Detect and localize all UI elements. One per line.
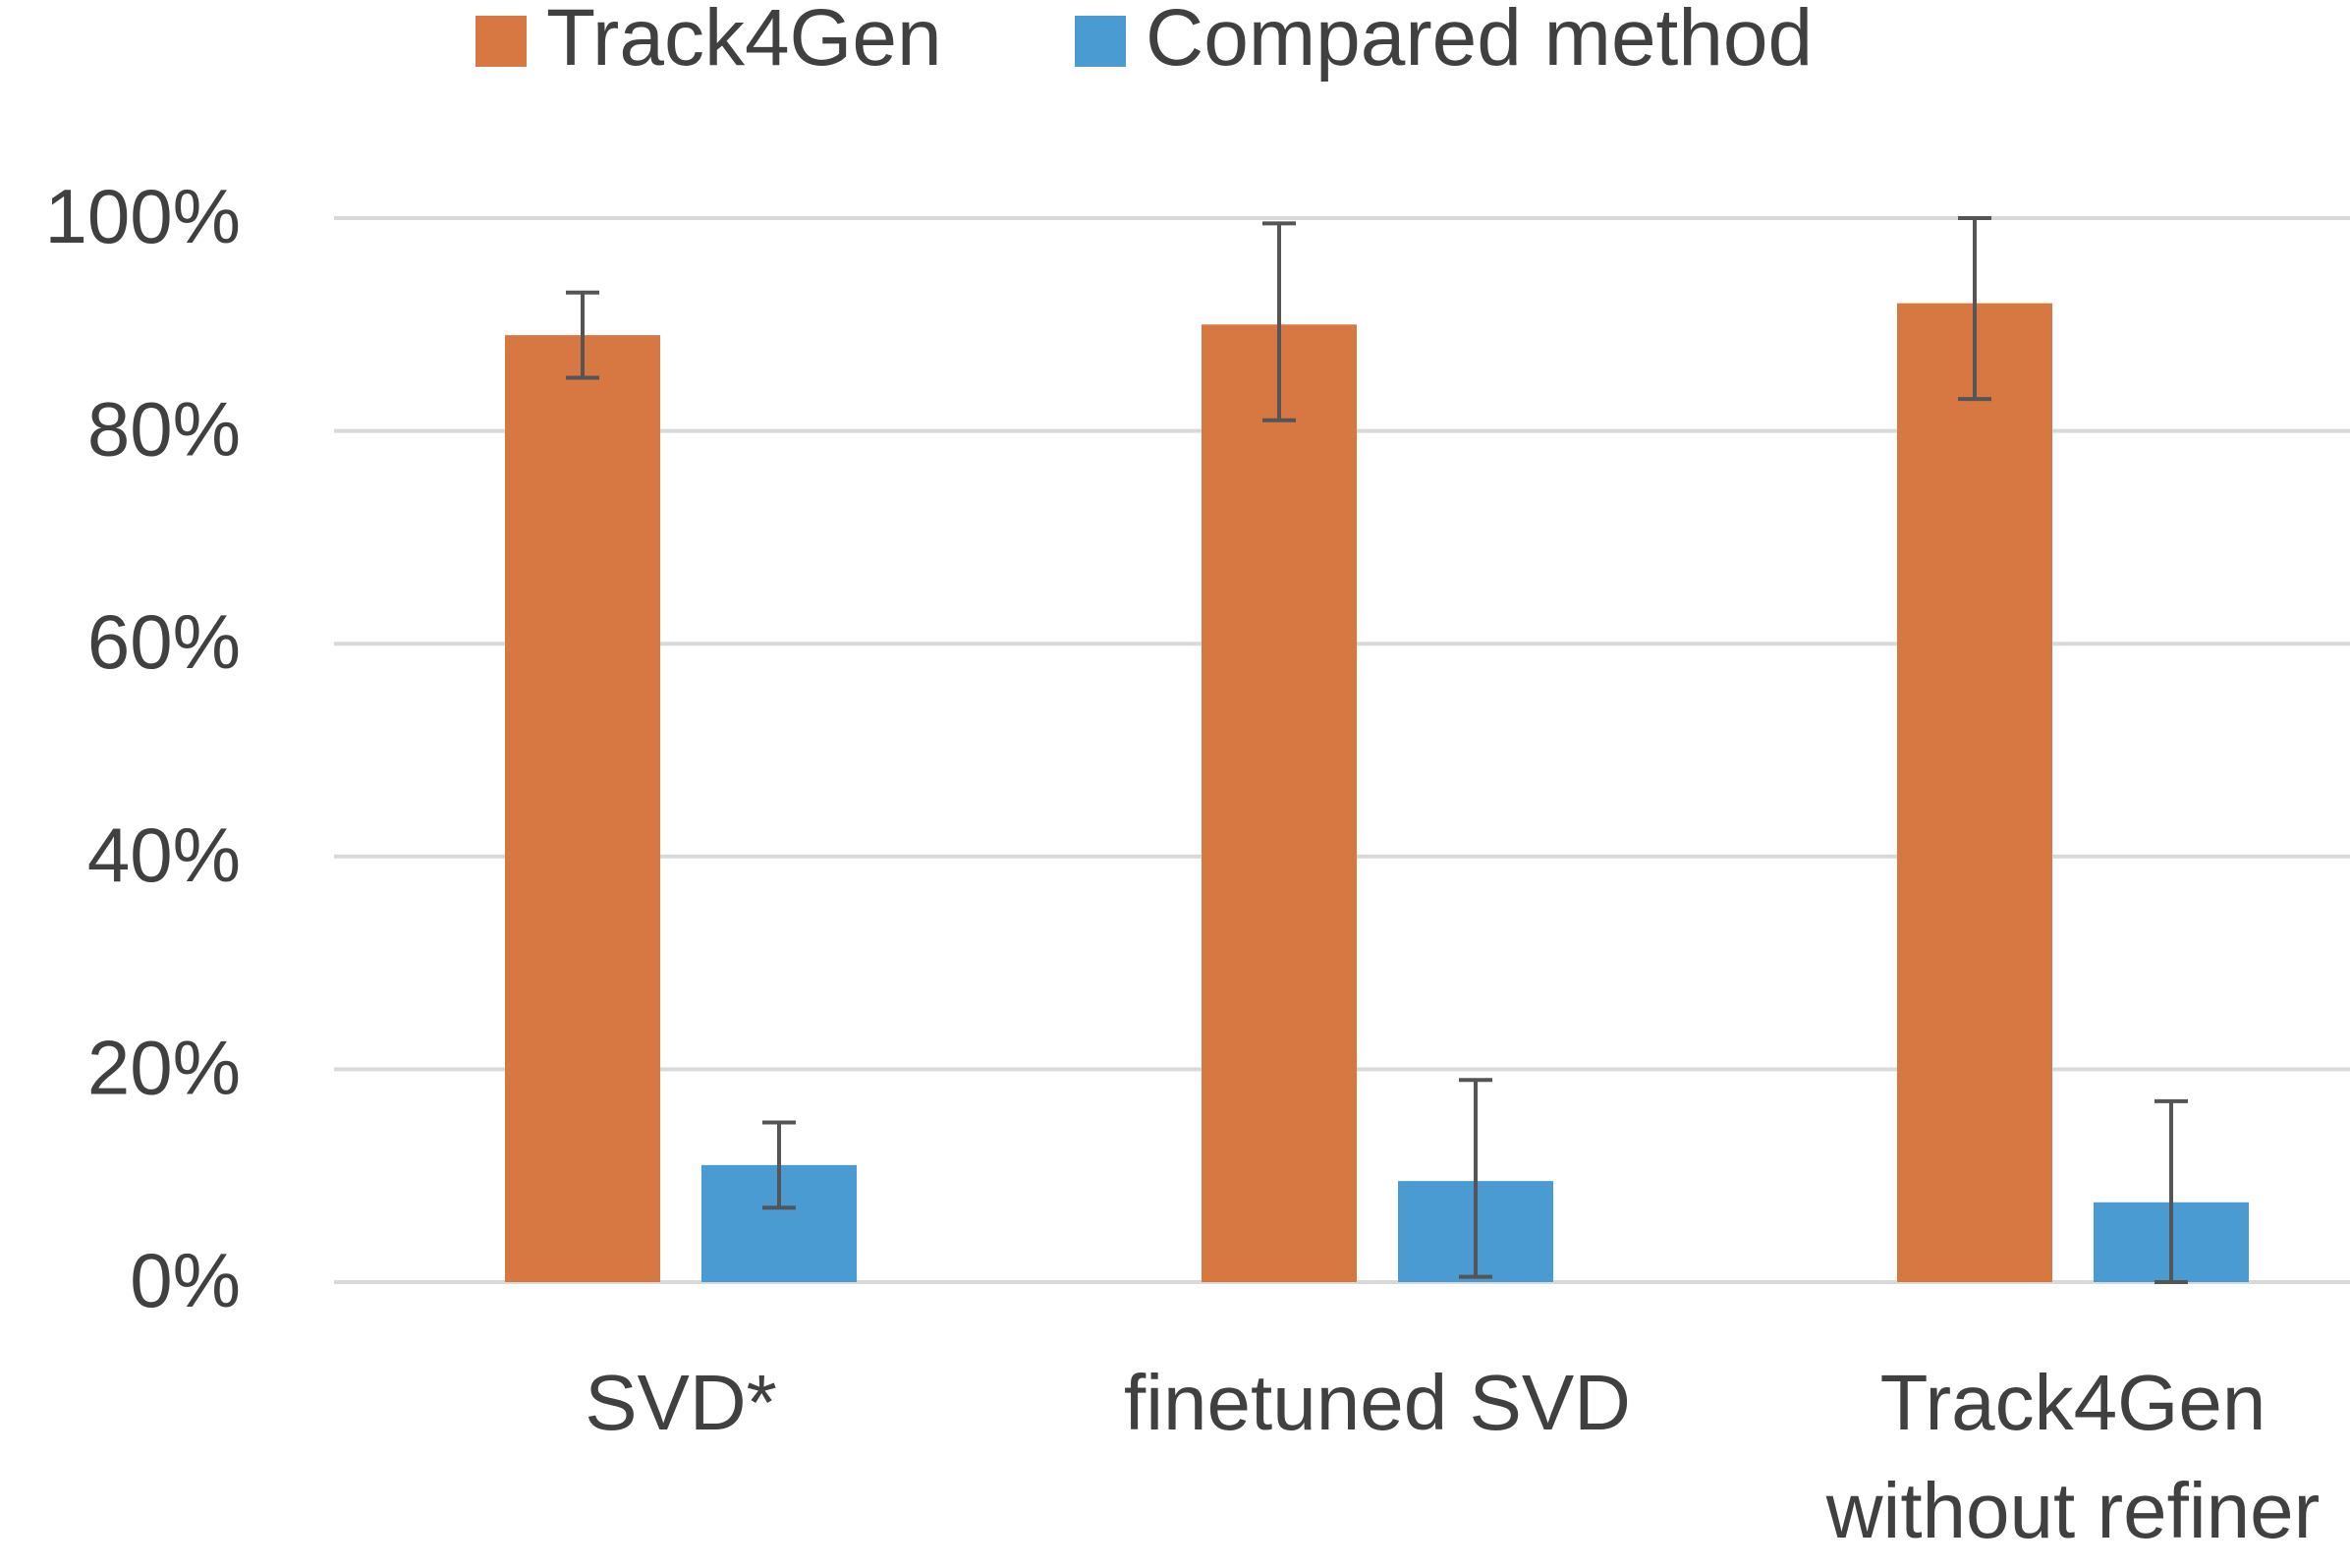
- bars: [505, 303, 2249, 1282]
- legend-label: Compared method: [1146, 0, 1813, 83]
- y-tick-label: 0%: [130, 1237, 241, 1323]
- legend-label: Track4Gen: [546, 0, 942, 83]
- y-tick-label: 20%: [87, 1024, 241, 1110]
- bar-track4gen: [505, 335, 660, 1282]
- x-tick-label: SVD*: [585, 1359, 777, 1446]
- x-tick-label: Track4Gen: [1880, 1359, 2266, 1446]
- legend-swatch-compared-method: [1075, 16, 1126, 67]
- x-tick-label: finetuned SVD: [1124, 1359, 1631, 1446]
- y-axis: 0% 20% 40% 60% 80% 100%: [45, 173, 242, 1323]
- legend-swatch-track4gen: [476, 16, 527, 67]
- x-tick-label: without refiner: [1825, 1467, 2320, 1554]
- legend: Track4Gen Compared method: [476, 0, 1813, 83]
- y-tick-label: 40%: [87, 812, 241, 898]
- y-tick-label: 80%: [87, 386, 241, 473]
- x-axis: SVD* finetuned SVD Track4Gen without refine…: [585, 1359, 2320, 1554]
- bar-track4gen: [1897, 303, 2052, 1282]
- y-tick-label: 60%: [87, 598, 241, 685]
- bar-track4gen: [1202, 324, 1357, 1282]
- error-bars: [566, 216, 2188, 1284]
- y-tick-label: 100%: [45, 173, 242, 259]
